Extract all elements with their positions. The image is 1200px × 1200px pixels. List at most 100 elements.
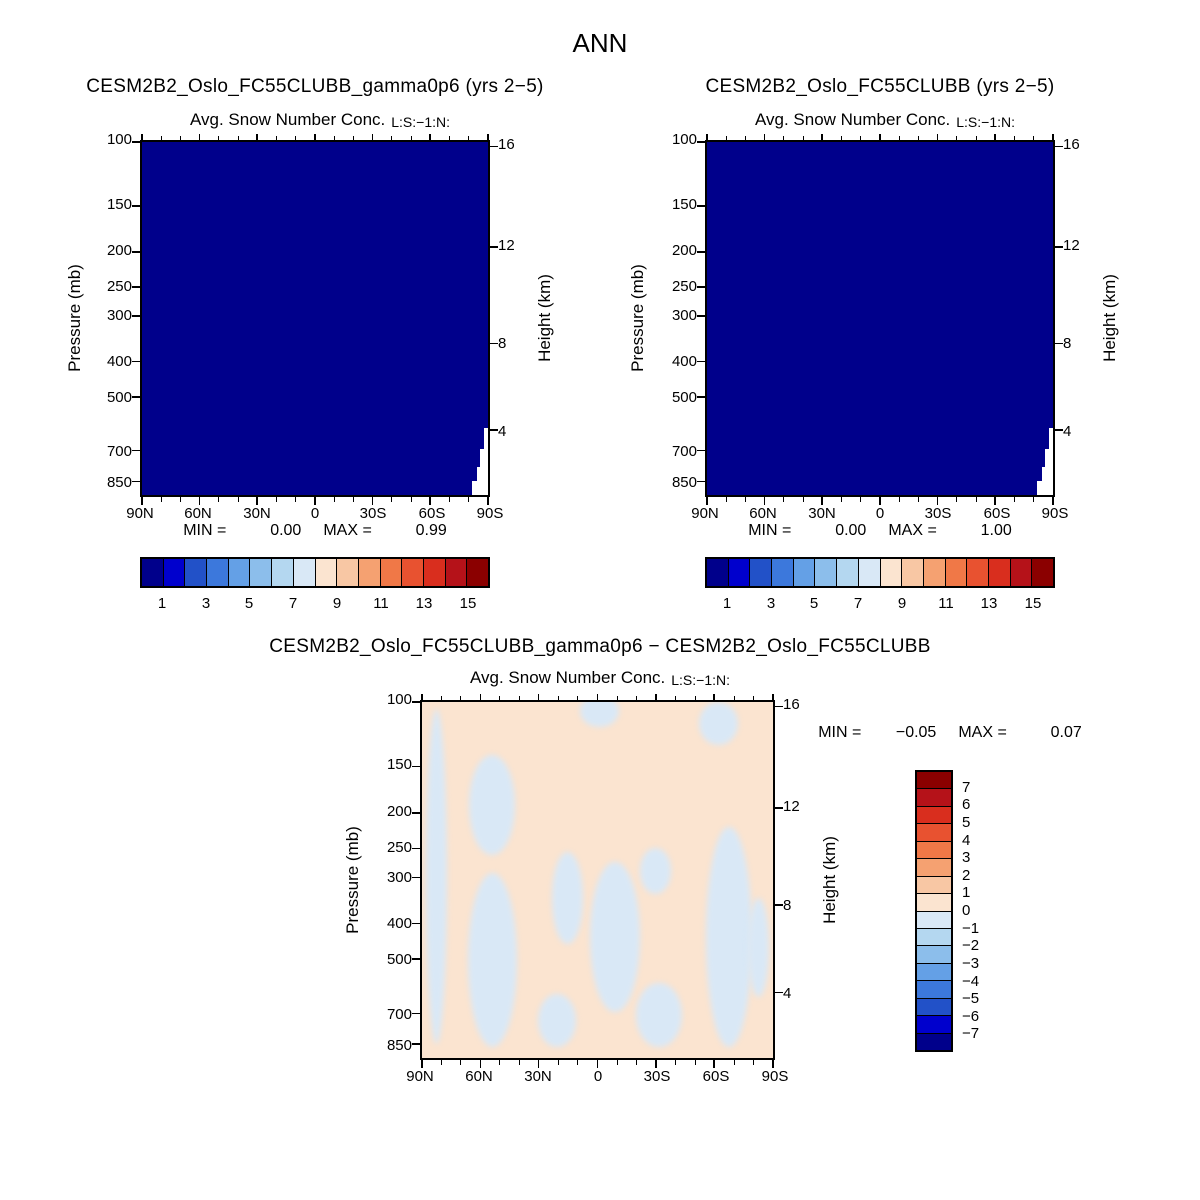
model1-plot-area bbox=[132, 134, 498, 505]
tick-mark bbox=[141, 134, 143, 140]
pressure-tick-label: 850 bbox=[106, 474, 132, 491]
tick-mark bbox=[936, 497, 939, 505]
tick-mark bbox=[198, 497, 201, 505]
tick-mark bbox=[674, 696, 676, 700]
tick-mark bbox=[218, 136, 220, 140]
min-value: 0.00 bbox=[835, 522, 867, 539]
levels-annotation: L:S:−1:N: bbox=[671, 672, 731, 688]
tick-mark bbox=[468, 497, 470, 502]
colorbar-tick-label: 9 bbox=[332, 595, 342, 612]
tick-mark bbox=[141, 497, 143, 505]
tick-mark bbox=[936, 134, 939, 140]
tick-mark bbox=[391, 497, 393, 502]
colorbar-tick-label: 9 bbox=[897, 595, 907, 612]
tick-mark bbox=[537, 694, 540, 700]
tick-mark bbox=[132, 480, 140, 483]
colorbar-tick-label: 6 bbox=[962, 796, 971, 813]
tick-mark bbox=[490, 429, 498, 431]
pressure-tick-label: 200 bbox=[386, 803, 412, 820]
colorbar-cell bbox=[922, 559, 945, 586]
tick-mark bbox=[879, 497, 881, 505]
negative-anomaly-patch bbox=[469, 755, 515, 856]
tick-mark bbox=[558, 1060, 559, 1065]
min-value: −0.05 bbox=[895, 724, 937, 741]
tick-mark bbox=[198, 134, 201, 140]
max-label: MAX = bbox=[323, 522, 372, 539]
tick-mark bbox=[412, 812, 420, 814]
tick-mark bbox=[487, 134, 489, 140]
tick-mark bbox=[775, 991, 783, 994]
latitude-tick-label: 60S bbox=[418, 505, 446, 522]
pressure-axis-label: Pressure (mb) bbox=[65, 264, 84, 372]
tick-mark bbox=[783, 497, 785, 502]
tick-mark bbox=[295, 136, 297, 140]
latitude-tick-label: 30N bbox=[243, 505, 271, 522]
tick-mark bbox=[314, 497, 316, 505]
tick-mark bbox=[763, 497, 766, 505]
negative-anomaly-patch bbox=[699, 702, 738, 745]
colorbar-cell bbox=[707, 559, 728, 586]
height-axis-label: Height (km) bbox=[1100, 274, 1119, 362]
pressure-tick-label: 700 bbox=[386, 1006, 412, 1023]
colorbar-cell bbox=[379, 559, 402, 586]
tick-mark bbox=[713, 694, 715, 700]
min-label: MIN = bbox=[748, 522, 792, 539]
latitude-tick-label: 90S bbox=[761, 1068, 789, 1085]
latitude-tick-label: 0 bbox=[593, 1068, 603, 1085]
colorbar-cell bbox=[227, 559, 250, 586]
height-tick-label: 12 bbox=[498, 237, 515, 254]
tick-mark bbox=[276, 136, 278, 140]
max-label: MAX = bbox=[888, 522, 937, 539]
tick-mark bbox=[577, 696, 579, 700]
tick-mark bbox=[352, 136, 354, 140]
latitude-tick-label: 90S bbox=[1041, 505, 1069, 522]
colorbar-cell bbox=[917, 840, 951, 859]
colorbar-cell bbox=[879, 559, 902, 586]
min-max-readout: MIN = 0.00 MAX = 0.99 bbox=[140, 522, 490, 540]
negative-anomaly-patch bbox=[639, 847, 672, 895]
latitude-tick-label: 30N bbox=[524, 1068, 552, 1085]
tick-mark bbox=[772, 694, 774, 700]
colorbar-tick-label: 11 bbox=[938, 595, 954, 612]
tick-mark bbox=[179, 497, 181, 502]
tick-mark bbox=[616, 696, 618, 700]
pressure-tick-label: 850 bbox=[386, 1037, 412, 1054]
min-max-readout: MIN = −0.05 MAX = 0.07 bbox=[790, 724, 1110, 742]
tick-mark bbox=[256, 134, 258, 140]
pressure-tick-label: 700 bbox=[671, 443, 697, 460]
pressure-tick-label: 300 bbox=[386, 869, 412, 886]
tick-mark bbox=[490, 246, 498, 248]
colorbar-cell bbox=[401, 559, 423, 586]
tick-mark bbox=[132, 396, 140, 398]
colorbar-tick-label: 3 bbox=[962, 849, 971, 866]
tick-mark bbox=[1033, 497, 1035, 502]
colorbar bbox=[705, 557, 1055, 588]
tick-mark bbox=[179, 136, 181, 140]
colorbar-cell bbox=[944, 559, 967, 586]
min-label: MIN = bbox=[183, 522, 227, 539]
colorbar-cell bbox=[966, 559, 988, 586]
colorbar-tick-label: 5 bbox=[809, 595, 819, 612]
tick-mark bbox=[821, 497, 823, 505]
tick-mark bbox=[783, 136, 785, 140]
pressure-tick-label: 150 bbox=[106, 196, 132, 213]
colorbar-tick-label: −5 bbox=[962, 990, 980, 1007]
pressure-axis-label: Pressure (mb) bbox=[343, 826, 362, 934]
pressure-tick-label: 200 bbox=[671, 242, 697, 259]
height-axis-label: Height (km) bbox=[535, 274, 554, 362]
negative-anomaly-patch bbox=[748, 897, 770, 998]
latitude-tick-label: 90N bbox=[691, 505, 719, 522]
colorbar-cell bbox=[917, 823, 951, 841]
colorbar-cell bbox=[987, 559, 1010, 586]
panel3-title: CESM2B2_Oslo_FC55CLUBB_gamma0p6 − CESM2B… bbox=[269, 636, 931, 657]
max-value: 1.00 bbox=[980, 522, 1012, 539]
colorbar-cell bbox=[249, 559, 272, 586]
tick-mark bbox=[421, 694, 423, 700]
tick-mark bbox=[655, 1060, 657, 1068]
colorbar-cell bbox=[749, 559, 772, 586]
pressure-tick-label: 150 bbox=[386, 756, 412, 773]
colorbar-tick-label: 5 bbox=[962, 814, 971, 831]
topography-notch bbox=[1048, 427, 1053, 495]
pressure-tick-label: 300 bbox=[671, 307, 697, 324]
